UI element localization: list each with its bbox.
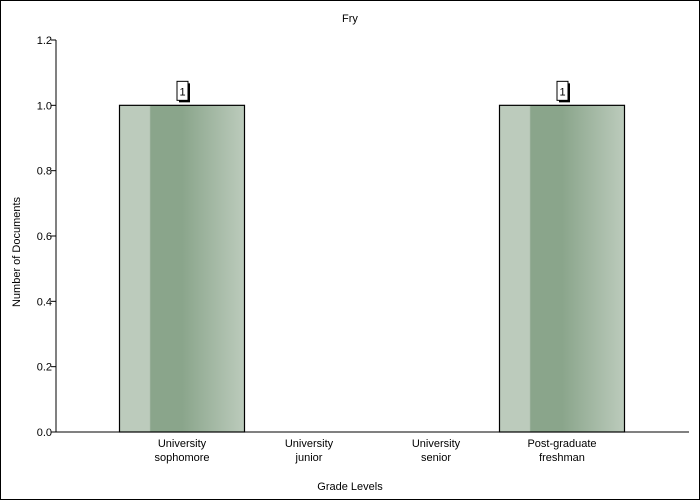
data-label: 1 — [179, 86, 185, 98]
x-axis-label: Grade Levels — [317, 481, 383, 493]
x-tick-label: sophomore — [154, 452, 209, 464]
chart-title: Fry — [342, 13, 358, 25]
bar — [118, 104, 246, 433]
data-label: 1 — [559, 86, 565, 98]
bar — [498, 104, 626, 433]
x-tick-label: junior — [295, 452, 323, 464]
y-tick-label: 0.8 — [37, 166, 52, 178]
y-tick-label: 1.2 — [37, 35, 52, 47]
y-tick-label: 0.2 — [37, 362, 52, 374]
y-axis-label: Number of Documents — [11, 196, 23, 307]
data-label-box — [556, 80, 569, 101]
x-tick-label: University — [285, 438, 334, 450]
x-tick-label: senior — [421, 452, 451, 464]
x-tick-label: University — [412, 438, 461, 450]
y-tick-label: 0.0 — [37, 427, 52, 439]
data-label-box — [176, 80, 189, 101]
y-tick-label: 0.4 — [37, 296, 52, 308]
x-tick-label: freshman — [539, 452, 585, 464]
y-tick-label: 1.0 — [37, 100, 52, 112]
x-tick-label: Post-graduate — [527, 438, 596, 450]
x-tick-label: University — [158, 438, 207, 450]
y-tick-label: 0.6 — [37, 231, 52, 243]
